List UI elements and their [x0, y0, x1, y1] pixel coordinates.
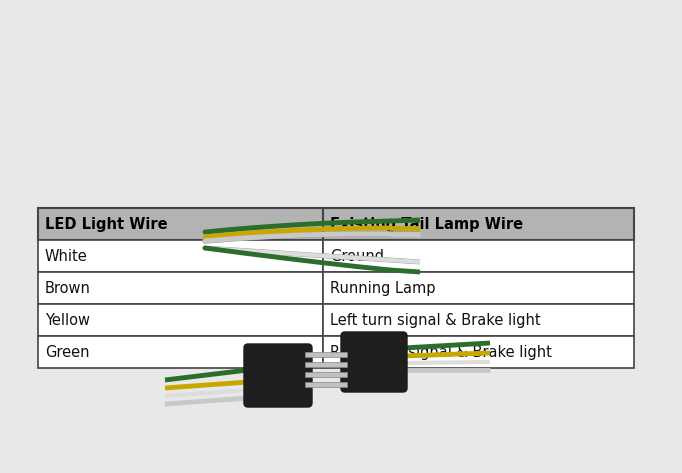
FancyBboxPatch shape — [341, 332, 407, 392]
Bar — [305, 372, 347, 377]
Bar — [38, 272, 323, 304]
Bar — [305, 382, 347, 387]
Text: Running Lamp: Running Lamp — [330, 280, 436, 296]
Text: Brown: Brown — [45, 280, 91, 296]
Bar — [323, 240, 634, 272]
Bar — [305, 352, 347, 357]
Bar — [323, 272, 634, 304]
Bar — [38, 304, 323, 336]
Text: LED Light Wire: LED Light Wire — [45, 217, 168, 231]
Bar — [305, 362, 347, 367]
Bar — [38, 208, 323, 240]
Text: Ground: Ground — [330, 248, 384, 263]
Text: Green: Green — [45, 344, 89, 359]
Text: Right turn signal & Brake light: Right turn signal & Brake light — [330, 344, 552, 359]
Bar — [323, 336, 634, 368]
Text: Yellow: Yellow — [45, 313, 90, 327]
Text: Existing Tail Lamp Wire: Existing Tail Lamp Wire — [330, 217, 523, 231]
Text: White: White — [45, 248, 88, 263]
Text: Left turn signal & Brake light: Left turn signal & Brake light — [330, 313, 541, 327]
Bar — [323, 304, 634, 336]
Bar — [38, 336, 323, 368]
Bar — [323, 208, 634, 240]
Bar — [38, 240, 323, 272]
FancyBboxPatch shape — [244, 344, 312, 407]
